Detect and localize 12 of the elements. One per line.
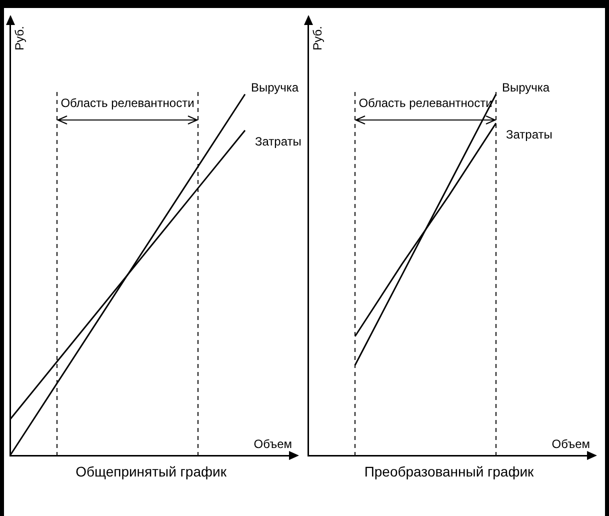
annotation: Область релевантности bbox=[358, 96, 494, 110]
text: Преобразованный график bbox=[364, 463, 535, 480]
series-label: Затраты bbox=[255, 134, 302, 149]
series-label: Затраты bbox=[506, 127, 552, 142]
x-axis-title: Объем bbox=[552, 436, 590, 451]
series-label: Выручка bbox=[251, 80, 299, 95]
series-label: Выручка bbox=[502, 80, 550, 95]
y-axis-title: Руб. bbox=[12, 26, 26, 50]
x-axis-title: Объем bbox=[254, 436, 292, 451]
annotation: Область релевантности bbox=[60, 96, 196, 110]
text: Общепринятый график bbox=[76, 463, 228, 480]
y-axis-title: Руб. bbox=[310, 26, 324, 50]
